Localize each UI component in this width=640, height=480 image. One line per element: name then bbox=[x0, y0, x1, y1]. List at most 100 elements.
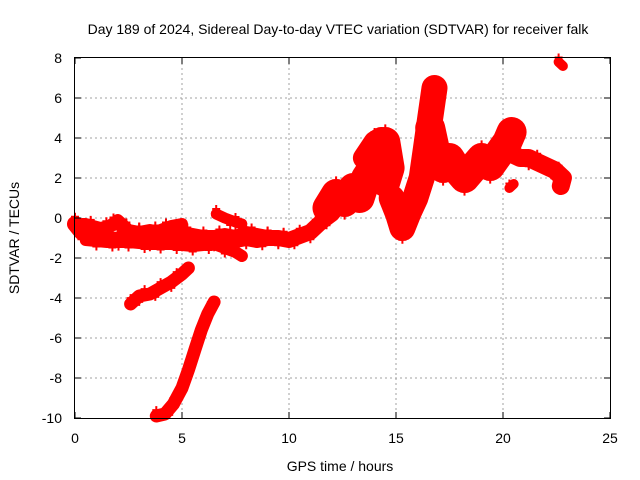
data-point bbox=[352, 175, 361, 184]
chart-title: Day 189 of 2024, Sidereal Day-to-day VTE… bbox=[88, 21, 590, 37]
data-point bbox=[451, 150, 460, 159]
data-point bbox=[247, 223, 256, 232]
data-point bbox=[360, 179, 369, 187]
series-band-arc-6-7 bbox=[210, 208, 248, 230]
data-point bbox=[126, 294, 135, 303]
data-point bbox=[109, 213, 118, 222]
data-point bbox=[370, 128, 379, 136]
data-point bbox=[435, 159, 444, 167]
data-point bbox=[524, 162, 533, 171]
data-point bbox=[509, 180, 518, 188]
data-point bbox=[556, 182, 565, 190]
data-point bbox=[398, 235, 407, 244]
data-point bbox=[215, 225, 224, 234]
data-point bbox=[242, 233, 251, 242]
data-point bbox=[86, 215, 95, 224]
data-point bbox=[156, 278, 165, 287]
data-point bbox=[426, 110, 435, 119]
data-point bbox=[226, 240, 235, 249]
data-point bbox=[192, 346, 201, 355]
data-point bbox=[411, 205, 420, 214]
data-point bbox=[358, 170, 367, 179]
data-series bbox=[67, 53, 572, 423]
data-point bbox=[187, 361, 196, 370]
data-point bbox=[156, 231, 165, 240]
data-point bbox=[151, 228, 160, 236]
data-point bbox=[499, 157, 507, 166]
data-point bbox=[448, 172, 457, 181]
data-point bbox=[367, 153, 375, 162]
data-point bbox=[507, 141, 516, 150]
data-point bbox=[220, 214, 229, 222]
x-tick-label-3: 15 bbox=[388, 430, 404, 446]
data-point bbox=[263, 226, 272, 235]
series-tail-20 bbox=[504, 179, 519, 193]
data-point bbox=[197, 331, 206, 340]
data-point bbox=[383, 157, 392, 166]
data-point bbox=[343, 179, 352, 188]
y-tick-label-4: -2 bbox=[50, 250, 63, 266]
data-point bbox=[258, 236, 267, 245]
data-point bbox=[279, 228, 288, 237]
x-axis-label: GPS time / hours bbox=[287, 458, 394, 474]
data-point bbox=[172, 268, 181, 277]
data-point bbox=[384, 158, 393, 167]
data-point bbox=[505, 133, 514, 141]
data-point bbox=[377, 134, 385, 142]
data-point bbox=[494, 150, 503, 158]
data-point bbox=[481, 158, 490, 166]
data-point bbox=[558, 174, 567, 182]
data-point bbox=[404, 219, 413, 228]
data-point bbox=[371, 172, 380, 181]
y-tick-label-3: -4 bbox=[50, 290, 63, 306]
series-band-lower-band bbox=[79, 234, 248, 262]
data-point bbox=[135, 297, 144, 306]
series-arc-4-5 bbox=[143, 218, 188, 240]
data-point bbox=[162, 218, 170, 227]
y-tick-label-7: 4 bbox=[54, 130, 62, 146]
data-point bbox=[135, 222, 144, 231]
data-point bbox=[122, 218, 131, 227]
data-point bbox=[199, 226, 208, 235]
data-point bbox=[183, 241, 192, 250]
series-point-22-8 bbox=[553, 53, 568, 71]
data-point bbox=[349, 197, 358, 206]
data-point bbox=[295, 224, 304, 233]
data-point bbox=[231, 226, 240, 235]
data-point bbox=[178, 220, 186, 228]
data-point bbox=[486, 175, 495, 184]
x-tick-label-0: 0 bbox=[71, 430, 79, 446]
y-tick-label-6: 2 bbox=[54, 170, 62, 186]
series-steep-rise bbox=[149, 295, 221, 423]
data-point bbox=[92, 242, 101, 251]
data-point bbox=[231, 213, 240, 221]
data-point bbox=[105, 227, 114, 236]
data-point bbox=[357, 202, 366, 211]
data-point bbox=[558, 62, 567, 70]
data-point bbox=[301, 230, 309, 238]
data-point bbox=[516, 154, 525, 162]
data-point bbox=[87, 236, 95, 245]
data-point bbox=[140, 245, 149, 253]
data-point bbox=[237, 220, 246, 228]
data-point bbox=[237, 252, 246, 260]
data-point bbox=[145, 290, 154, 298]
data-point bbox=[91, 222, 100, 231]
data-point bbox=[81, 230, 90, 239]
data-point bbox=[533, 149, 542, 158]
data-point bbox=[363, 148, 372, 157]
data-point bbox=[550, 174, 559, 183]
data-point bbox=[167, 283, 176, 292]
series-high-16-20 bbox=[415, 110, 527, 196]
data-point bbox=[464, 155, 473, 164]
data-point bbox=[431, 162, 440, 171]
data-point bbox=[76, 220, 85, 228]
y-tick-label-1: -8 bbox=[50, 370, 63, 386]
data-point bbox=[442, 145, 451, 154]
data-point bbox=[473, 172, 482, 181]
data-point bbox=[419, 175, 428, 184]
data-point bbox=[118, 225, 127, 234]
series-upper-13-14 bbox=[352, 127, 399, 169]
y-tick-label-8: 6 bbox=[54, 90, 62, 106]
